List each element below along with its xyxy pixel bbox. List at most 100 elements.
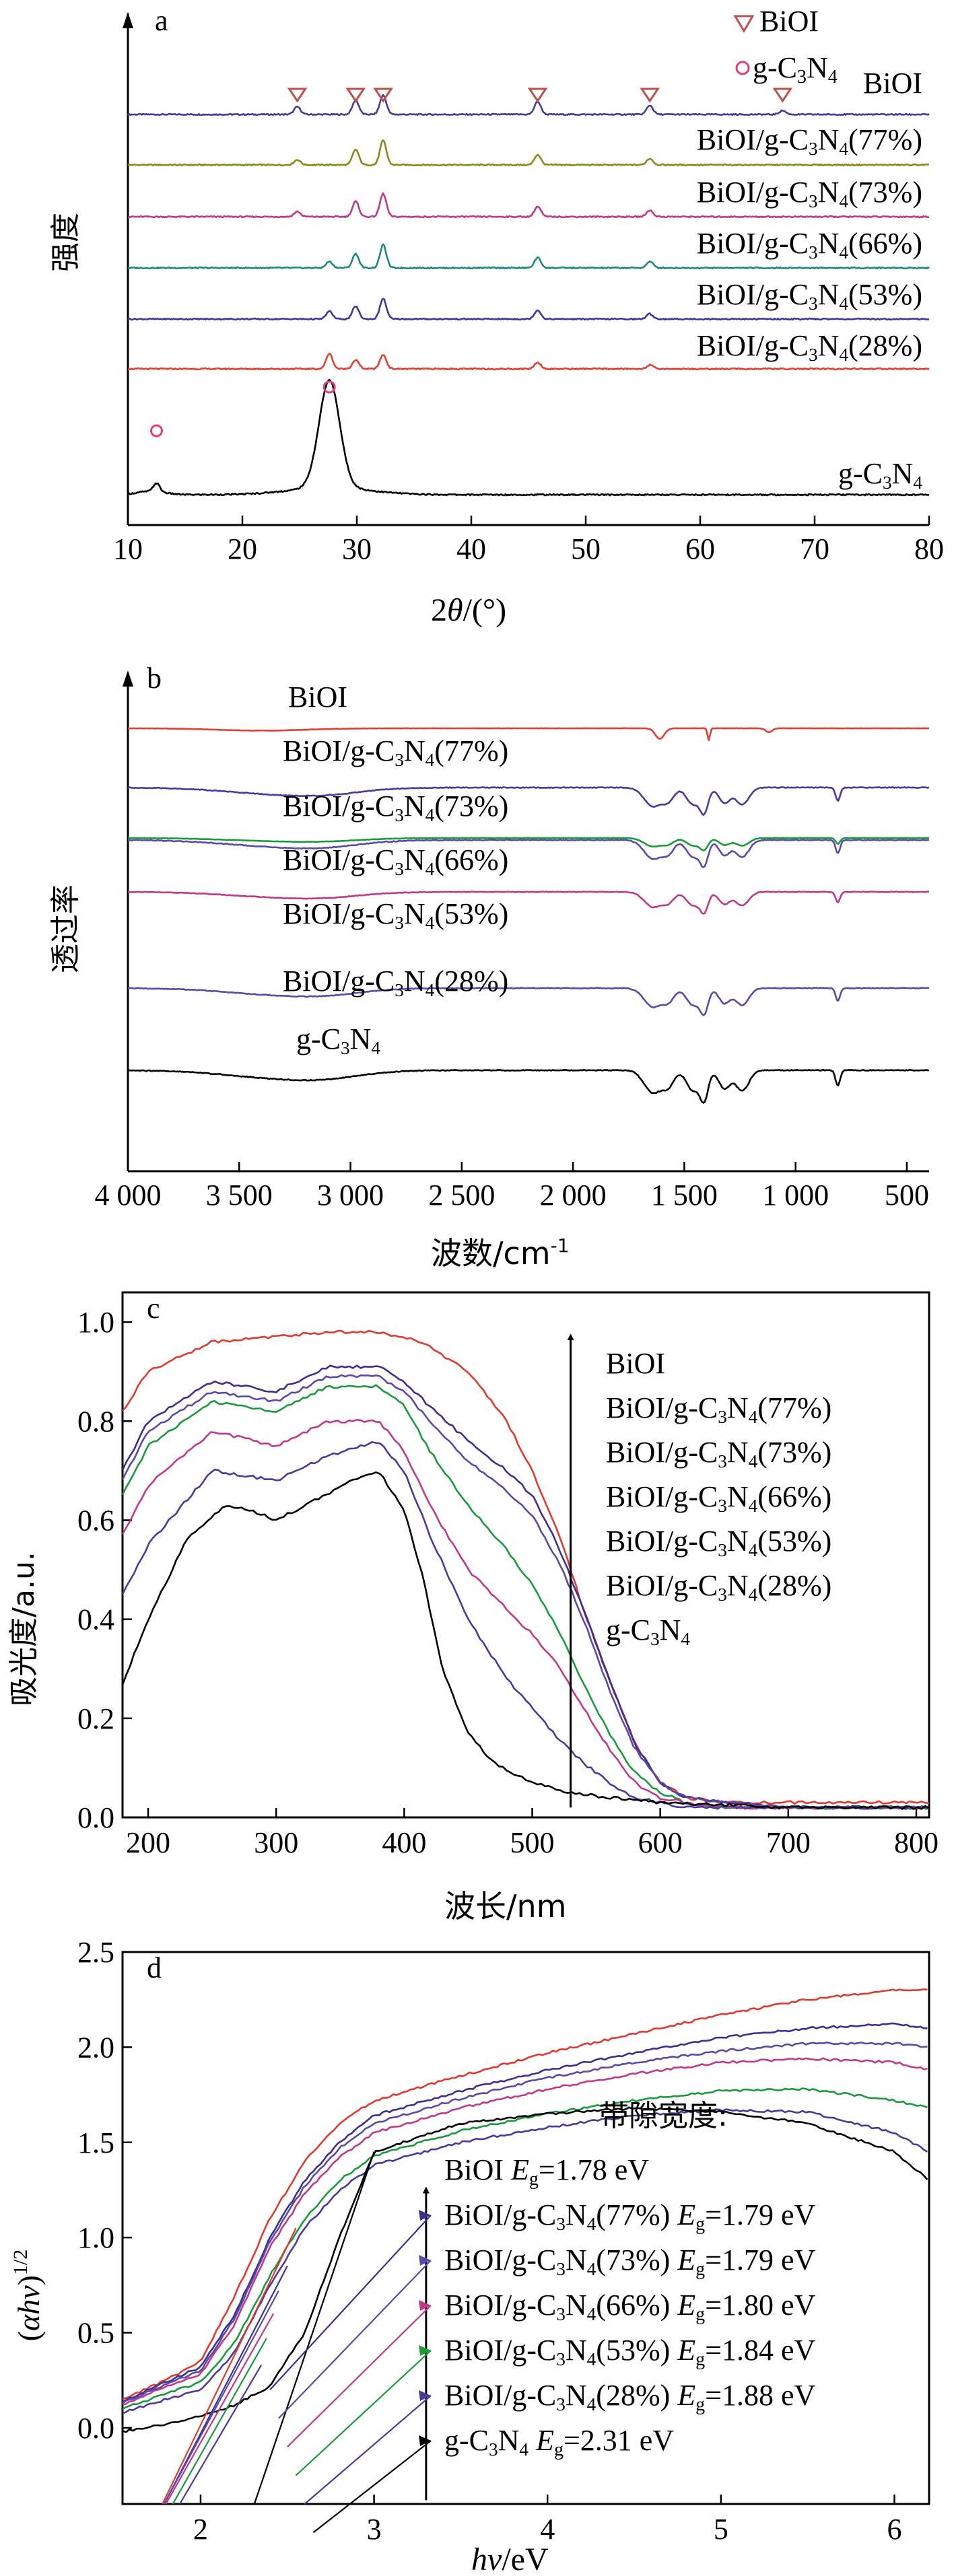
panel-b-curve-g-c3n4: [127, 1069, 930, 1104]
panel-d-x-tick-label: 6: [887, 2513, 901, 2546]
bioi-peak-marker: [345, 88, 366, 103]
panel-d-tangent-bioi-g-c3n4-73: [163, 2290, 279, 2505]
legend-gc3n4-circle-icon: [735, 61, 750, 75]
panel-d-y-tick-label: 1.5: [77, 2126, 114, 2159]
panel-b-curve-bioi-g-c3n4-73: [127, 839, 930, 868]
panel-c-x-tick-label: 600: [638, 1826, 683, 1859]
panel-c-legend-bioi-g-c3n4-53: BiOI/g-C3N4(53%): [606, 1525, 831, 1560]
panel-d-legend-pointer: [295, 2350, 432, 2476]
panel-b-curve-bioi-g-c3n4-53: [128, 891, 929, 915]
panel-a-xlabel: 2θ/(°): [431, 592, 506, 628]
panel-b-curve-bioi: [128, 727, 930, 741]
panel-d-legend-arrowhead: [419, 2435, 431, 2446]
panel-d-legend-arrowhead: [419, 2345, 431, 2356]
panel-a-axes: [123, 12, 929, 526]
panel-d-xlabel: hv/eV: [471, 2542, 549, 2576]
panel-a-curves: BiOI BiOI/g-C3N4(77%) BiOI/g-C3N4(73%) BiOI…: [127, 67, 930, 497]
panel-c-ylabel: 吸光度/a.u.: [7, 1552, 41, 1706]
panel-c-curve-bioi: [122, 1329, 930, 1805]
panel-d-tauc: d (αhv)1/2 2 3 4 5 6 0.0 0.5 1.0 1.5 2.0 2.5 带隙宽度:…: [9, 1936, 930, 2576]
panel-a-legend: BiOI g-C3N4: [733, 5, 838, 88]
panel-a-curve-bioi-g-c3n4-66: [127, 243, 930, 270]
panel-d-legend-pointer: [269, 2215, 432, 2391]
panel-b-x-tick-label: 2 500: [428, 1179, 495, 1212]
panel-c-y-tick-label: 0.0: [77, 1801, 114, 1834]
panel-a-x-tick-label: 80: [914, 532, 944, 565]
panel-d-y-tick-label: 1.0: [77, 2221, 114, 2254]
panel-a-curve-g-c3n4: [127, 378, 930, 497]
panel-d-legend-bioi-g-c3n4-28: BiOI/g-C3N4(28%) Eg=1.88 eV: [444, 2379, 816, 2415]
panel-b-ftir: b 透过率 4 000 3 500 3 000 2 500 2 000 1 500 1 00…: [48, 662, 930, 1272]
panel-b-x-tick-label: 3 000: [317, 1179, 384, 1212]
panel-c-y-tick-label: 0.8: [77, 1405, 114, 1438]
panel-d-extrapolation-lines: [162, 2151, 375, 2505]
panel-d-y-tick-label: 2.0: [77, 2031, 114, 2064]
panel-b-x-tick-label: 1 500: [651, 1179, 718, 1212]
panel-d-legend-bioi-g-c3n4-53: BiOI/g-C3N4(53%) Eg=1.84 eV: [444, 2334, 816, 2370]
panel-a-x-tick-label: 10: [113, 532, 143, 565]
panel-c-legend-bioi: BiOI: [606, 1347, 665, 1380]
panel-d-bandgap-title: 带隙宽度:: [599, 2099, 728, 2133]
panel-d-tangent-bioi-g-c3n4-66: [165, 2313, 275, 2505]
panel-b-curves: BiOI BiOI/g-C3N4(77%) BiOI/g-C3N4(73%) BiOI…: [127, 681, 930, 1104]
panel-a-curve-bioi: [127, 94, 930, 116]
panel-d-legend-pointer: [286, 2305, 432, 2447]
panel-d-curve-bioi-g-c3n4-73: [122, 2041, 928, 2404]
panel-d-tangent-bioi-g-c3n4-28: [179, 2365, 263, 2505]
panel-a-x-tick-label: 40: [456, 532, 486, 565]
panel-d-y-tick-label: 2.5: [77, 1936, 114, 1969]
panel-d-legend-arrowhead: [419, 2255, 431, 2266]
legend-bioi-label: BiOI: [759, 5, 819, 38]
panel-c-legend-bioi-g-c3n4-73: BiOI/g-C3N4(73%): [606, 1436, 831, 1471]
panel-b-y-arrow: [123, 670, 133, 687]
panel-d-y-tick-label: 0.0: [77, 2412, 114, 2445]
panel-d-legend-bioi: BiOI Eg=1.78 eV: [444, 2153, 649, 2190]
panel-a-x-tick-label: 50: [571, 532, 601, 565]
panel-d-curve-bioi-g-c3n4-77: [122, 2022, 928, 2403]
panel-d-legend-bioi-g-c3n4-73: BiOI/g-C3N4(73%) Eg=1.79 eV: [444, 2243, 816, 2280]
panel-a-series-label-bioi-g-c3n4-28: BiOI/g-C3N4(28%): [697, 329, 922, 365]
panel-d-legend-arrowhead: [419, 2390, 431, 2401]
panel-d-legend-g-c3n4: g-C3N4 Eg=2.31 eV: [444, 2424, 674, 2460]
panel-b-series-label-bioi-g-c3n4-28: BiOI/g-C3N4(28%): [283, 965, 508, 1000]
panel-b-x-tick-label: 2 000: [540, 1179, 607, 1212]
panel-a-series-label-bioi-g-c3n4-77: BiOI/g-C3N4(77%): [697, 123, 922, 159]
panel-c-uvvis: c 吸光度/a.u. 200 300 400 500 600 700 800 0.0 0.2 0.…: [7, 1291, 939, 1924]
panel-a-curve-bioi-g-c3n4-53: [127, 298, 930, 321]
legend-gc3n4-label: g-C3N4: [753, 51, 838, 88]
panel-b-curve-bioi-g-c3n4-77: [127, 786, 930, 816]
panel-b-x-tick-label: 1 000: [762, 1179, 829, 1212]
panel-c-legend-g-c3n4: g-C3N4: [606, 1613, 690, 1649]
panel-c-y-tick-label: 0.2: [77, 1702, 114, 1735]
panel-c-label: c: [147, 1292, 160, 1325]
panel-d-curve-bioi: [122, 1988, 928, 2400]
panel-d-curve-g-c3n4: [122, 2106, 928, 2433]
panel-c-ticks: 200 300 400 500 600 700 800 0.0 0.2 0.4 0.6 0.8 1.0: [77, 1306, 939, 1859]
panel-a-series-label-bioi-g-c3n4-53: BiOI/g-C3N4(53%): [697, 278, 922, 314]
bioi-peak-marker: [287, 88, 308, 103]
panel-b-series-label-bioi-g-c3n4-66: BiOI/g-C3N4(66%): [283, 843, 508, 879]
panel-b-x-tick-label: 500: [885, 1179, 929, 1212]
panel-d-ylabel: (αhv)1/2: [9, 2250, 46, 2342]
panel-a-curve-bioi-g-c3n4-77: [127, 139, 930, 167]
bioi-peak-marker: [373, 88, 393, 103]
panel-a-curve-bioi-g-c3n4-73: [127, 192, 930, 219]
bioi-peak-marker: [640, 88, 660, 103]
panel-d-legend-bioi-g-c3n4-77: BiOI/g-C3N4(77%) Eg=1.79 eV: [444, 2198, 816, 2235]
panel-a-x-tick-label: 20: [228, 532, 257, 565]
panel-a-x-tick-label: 60: [685, 532, 715, 565]
panel-c-xlabel: 波长/nm: [444, 1888, 566, 1924]
panel-b-curve-bioi-g-c3n4-66: [127, 837, 930, 851]
panel-a-x-ticks: 10 20 30 40 50 60 70 80: [113, 516, 944, 565]
panel-d-legend-arrowhead: [419, 2300, 431, 2311]
panel-b-x-tick-label: 4 000: [95, 1179, 162, 1212]
panel-d-tangent-g-c3n4: [253, 2151, 375, 2505]
panel-a-ylabel: 强度: [48, 213, 83, 272]
panel-a-curve-bioi-g-c3n4-28: [127, 353, 930, 371]
panel-b-series-label-bioi: BiOI: [288, 681, 347, 713]
panel-a-x-tick-label: 30: [342, 532, 372, 565]
panel-d-tangent-bioi: [162, 2227, 297, 2505]
panel-b-curve-bioi-g-c3n4-28: [127, 987, 930, 1016]
panel-b-xlabel: 波数/cm-1: [431, 1234, 570, 1272]
